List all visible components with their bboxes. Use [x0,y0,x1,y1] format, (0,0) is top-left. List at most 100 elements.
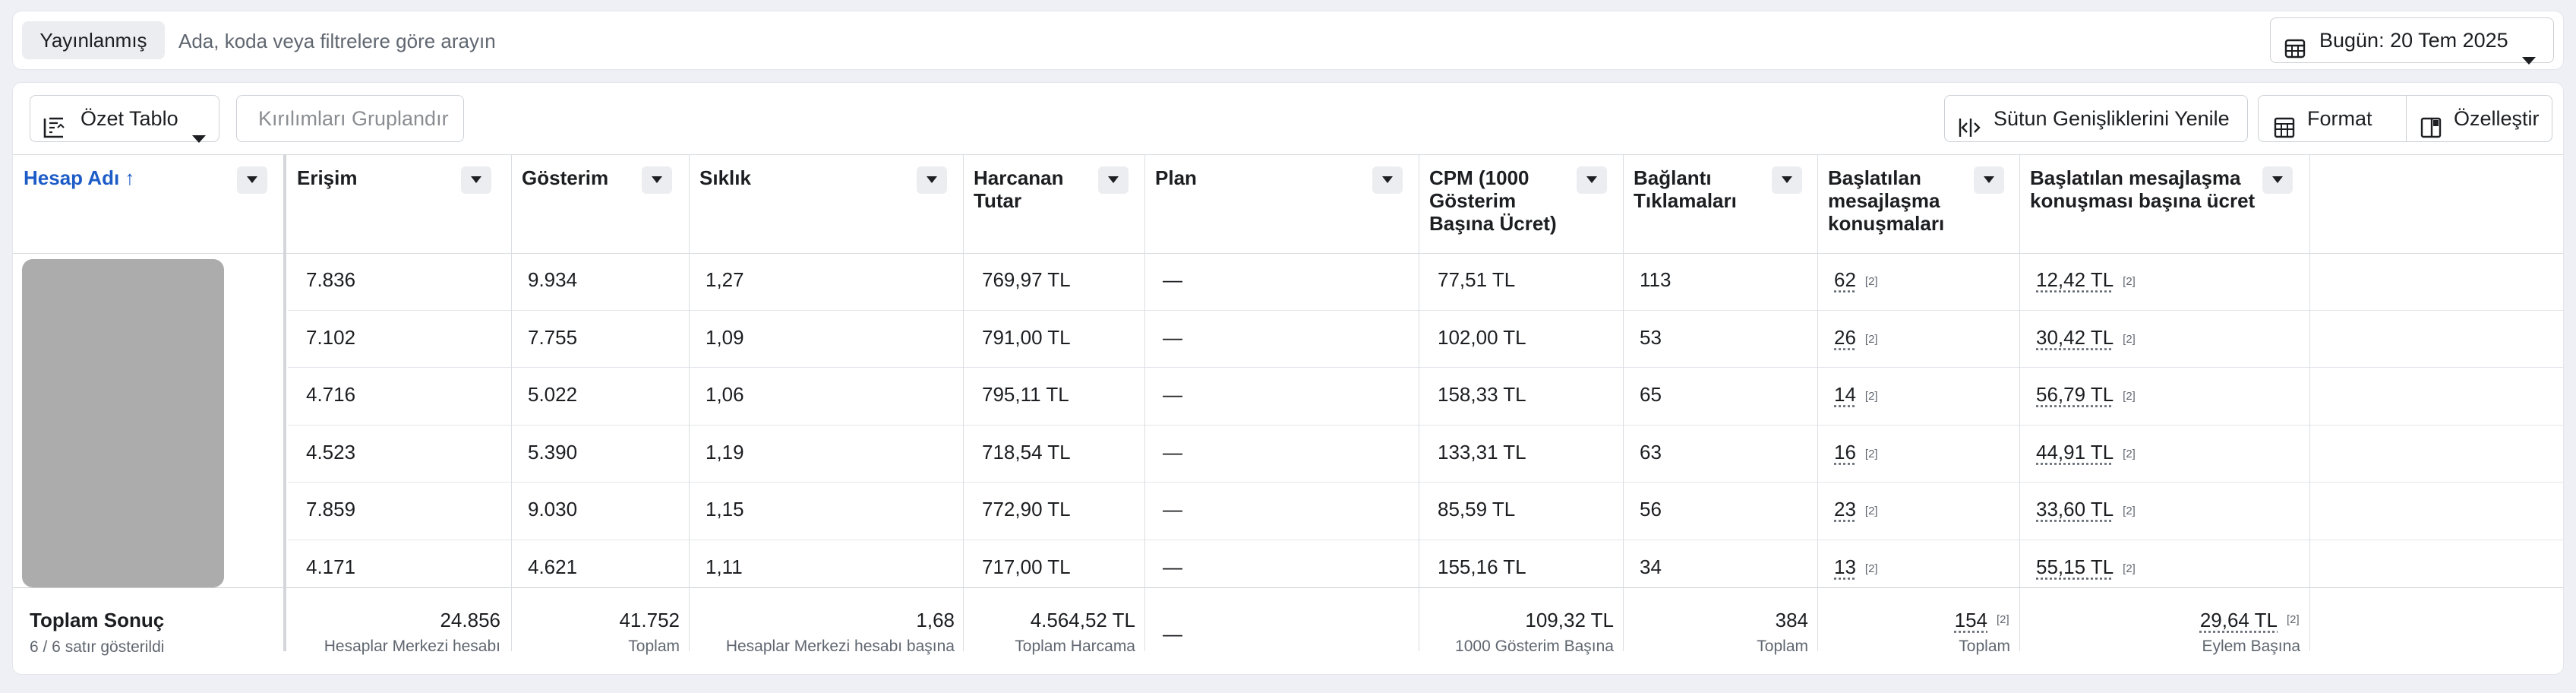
total-plan: — [1163,622,1182,645]
total-sublabel: Hesaplar Merkezi hesabı başına [725,638,955,655]
column-header-frequency[interactable]: Sıklık [689,154,963,253]
column-header-label: Hesap Adı ↑ [24,166,135,189]
column-divider [2309,154,2310,651]
redacted-account-name [22,259,224,587]
total-conversations[interactable]: 154 [2] [1954,609,2009,631]
footnote-ref: [2] [2123,505,2136,517]
table-top-border [13,154,2563,155]
column-header-label: Sıklık [699,166,751,189]
column-menu-button[interactable] [1772,166,1802,194]
column-header-label: Harcanan Tutar [974,166,1064,212]
cell-frequency: 1,15 [706,498,744,521]
calendar-icon [2284,30,2306,74]
column-header-reach[interactable]: Erişim [286,154,511,253]
cell-cost-per-conversation[interactable]: 55,15 TL [2] [2036,555,2136,578]
column-header-label: Başlatılan mesajlaşma konuşması başına üc… [2030,166,2256,212]
totals-top-border [13,587,2563,588]
format-label: Format [2307,107,2372,130]
cell-conversations[interactable]: 62 [2] [1834,268,1878,291]
total-frequency: 1,68 [916,609,955,631]
row-divider [288,367,2563,368]
row-divider [288,310,2563,311]
column-header-link-clicks[interactable]: Bağlantı Tıklamaları [1623,154,1817,253]
cell-cpm: 85,59 TL [1438,498,1516,521]
cell-frequency: 1,27 [706,268,744,291]
column-header-account-name[interactable]: Hesap Adı ↑ [13,154,283,253]
cell-amount-spent: 718,54 TL [982,441,1071,464]
cell-amount-spent: 772,90 TL [982,498,1071,521]
cell-reach: 7.836 [306,268,356,291]
reset-column-widths-label: Sütun Genişliklerini Yenile [1994,107,2230,130]
cell-plan: — [1163,326,1182,349]
column-header-label: CPM (1000 Gösterim Başına Ücret) [1429,166,1557,235]
cell-conversations[interactable]: 23 [2] [1834,498,1878,521]
column-menu-button[interactable] [2262,166,2293,194]
total-sublabel: 1000 Gösterim Başına [1455,638,1614,655]
cell-amount-spent: 717,00 TL [982,555,1071,578]
total-sublabel: Toplam [1959,638,2010,655]
pivot-table-dropdown[interactable]: Özet Tablo [30,95,219,143]
column-menu-button[interactable] [917,166,947,194]
column-menu-button[interactable] [237,166,267,194]
cell-conversations[interactable]: 14 [2] [1834,383,1878,406]
cell-conversations[interactable]: 13 [2] [1834,555,1878,578]
footnote-ref: [2] [1864,562,1878,575]
column-header-amount-spent[interactable]: Harcanan Tutar [963,154,1144,253]
pivot-table-label: Özet Tablo [80,107,178,130]
column-header-plan[interactable]: Plan [1144,154,1419,253]
cell-cost-per-conversation[interactable]: 33,60 TL [2] [2036,498,2136,521]
cell-impressions: 9.934 [528,268,578,291]
column-divider [1144,154,1145,651]
footnote-ref: [2] [1864,333,1878,346]
column-header-cpm[interactable]: CPM (1000 Gösterim Başına Ücret) [1419,154,1623,253]
column-header-impressions[interactable]: Gösterim [511,154,689,253]
column-header-conversations-started[interactable]: Başlatılan mesajlaşma konuşmaları [1817,154,2019,253]
cell-conversations[interactable]: 26 [2] [1834,326,1878,349]
column-divider [511,154,512,651]
status-filter-chip[interactable]: Yayınlanmış [22,21,165,59]
row-divider [288,482,2563,483]
column-menu-button[interactable] [642,166,672,194]
total-sublabel: Toplam [628,638,680,655]
column-menu-button[interactable] [1974,166,2004,194]
cell-conversations[interactable]: 16 [2] [1834,441,1878,464]
column-header-cost-per-conversation[interactable]: Başlatılan mesajlaşma konuşması başına üc… [2019,154,2309,253]
total-impressions: 41.752 [619,609,680,631]
date-range-button[interactable]: Bugün: 20 Tem 2025 [2270,17,2554,65]
cell-reach: 4.523 [306,441,356,464]
cell-cost-per-conversation[interactable]: 56,79 TL [2] [2036,383,2136,406]
column-divider [963,154,964,651]
column-menu-button[interactable] [1098,166,1129,194]
cell-reach: 4.171 [306,555,356,578]
customize-label: Özelleştir [2454,107,2540,130]
column-header-label: Erişim [297,166,358,189]
cell-cpm: 102,00 TL [1438,326,1526,349]
group-breakdowns-label: Kırılımları Gruplandır [258,107,449,130]
cell-cpm: 133,31 TL [1438,441,1526,464]
header-bottom-border [13,253,2563,254]
column-header-label: Gösterim [522,166,609,189]
search-bar: Yayınlanmış Bugün: 20 Tem 2025 [12,11,2564,70]
customize-button[interactable]: Özelleştir [2407,96,2553,141]
group-breakdowns-button[interactable]: Kırılımları Gruplandır [236,95,464,142]
reset-column-widths-button[interactable]: Sütun Genişliklerini Yenile [1944,95,2248,142]
total-cost-per-conversation[interactable]: 29,64 TL [2] [2199,609,2300,631]
cell-link-clicks: 34 [1640,555,1662,578]
totals-subtitle: 6 / 6 satır gösterildi [30,638,165,656]
column-menu-button[interactable] [1577,166,1607,194]
search-input[interactable] [177,22,1699,60]
cell-plan: — [1163,441,1182,464]
cell-link-clicks: 56 [1640,498,1662,521]
column-menu-button[interactable] [461,166,491,194]
cell-cost-per-conversation[interactable]: 12,42 TL [2] [2036,268,2136,291]
cell-cost-per-conversation[interactable]: 44,91 TL [2] [2036,441,2136,464]
frozen-column-divider[interactable] [283,154,286,651]
footnote-ref: [2] [2123,448,2136,460]
cell-frequency: 1,06 [706,383,744,406]
column-menu-button[interactable] [1372,166,1403,194]
footnote-ref: [2] [2123,333,2136,346]
format-button[interactable]: Format [2259,96,2406,141]
cell-impressions: 4.621 [528,555,578,578]
cell-cost-per-conversation[interactable]: 30,42 TL [2] [2036,326,2136,349]
cell-amount-spent: 769,97 TL [982,268,1071,291]
